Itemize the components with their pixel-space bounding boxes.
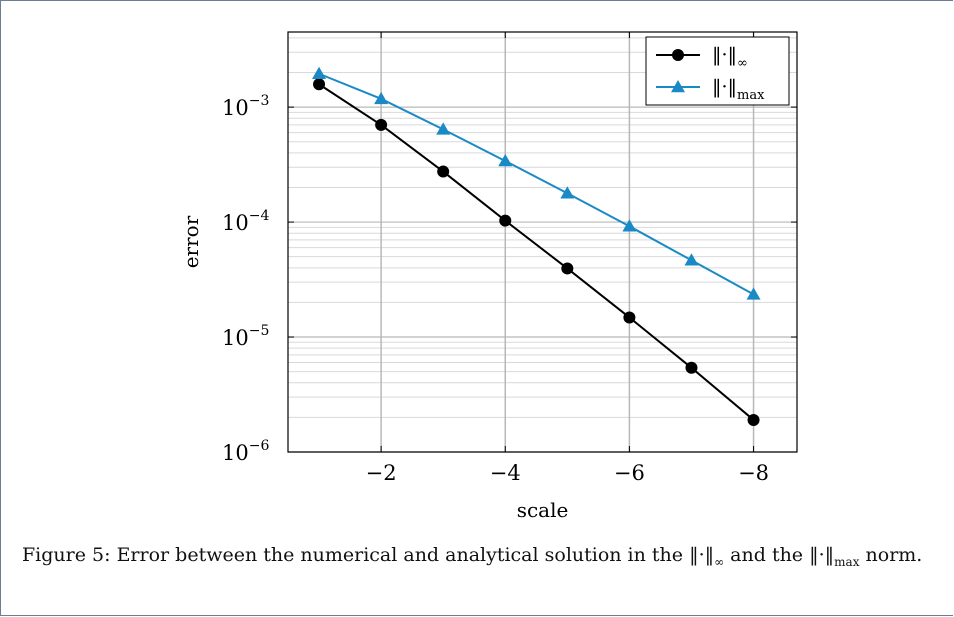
legend-entry: ‖·‖max <box>712 76 765 103</box>
legend-marker <box>671 80 685 93</box>
data-point-max <box>560 186 575 199</box>
data-point-inf <box>747 413 760 426</box>
caption-text-before: Error between the numerical and analytic… <box>116 544 684 566</box>
series-line-max <box>318 72 755 296</box>
data-point-max <box>312 66 327 80</box>
data-point-max <box>746 287 761 300</box>
data-point-inf <box>375 118 388 131</box>
y-tick-label: 10−3 <box>222 93 269 120</box>
caption-norm-max: ‖·‖max <box>809 544 860 569</box>
data-point-max <box>436 122 451 135</box>
y-tick-label: 10−4 <box>222 208 269 235</box>
x-tick-label: −4 <box>490 461 521 485</box>
y-axis-label: error <box>179 215 203 268</box>
data-point-max <box>622 219 637 232</box>
data-series <box>312 66 761 426</box>
caption-text-middle: and the <box>730 544 804 566</box>
x-tick-label: −2 <box>366 461 397 485</box>
legend-box <box>645 36 790 106</box>
data-point-inf <box>313 78 326 91</box>
x-tick-label: −6 <box>614 461 645 485</box>
series-line-inf <box>318 83 755 421</box>
data-point-max <box>684 253 699 266</box>
axis-labels: −2 −4 −6 −8 10−3 10−4 10−5 10−6 scale error <box>179 93 769 522</box>
axes <box>287 31 798 453</box>
figure-caption: Figure 5: Error between the numerical an… <box>22 540 947 572</box>
y-tick-label: 10−6 <box>222 438 269 465</box>
caption-label: Figure 5: <box>22 544 111 566</box>
legend-marker <box>672 49 684 61</box>
caption-text-after: norm. <box>865 544 923 566</box>
x-axis-label: scale <box>517 498 569 522</box>
plot-area-border <box>287 31 798 453</box>
data-point-inf <box>437 165 450 178</box>
legend-entry: ‖·‖∞ <box>712 44 748 71</box>
data-point-max <box>374 91 389 105</box>
caption-norm-inf: ‖·‖∞ <box>689 544 725 569</box>
y-tick-label: 10−5 <box>222 323 269 350</box>
data-point-inf <box>685 361 698 374</box>
error-chart: ‖·‖∞ ‖·‖max −2 −4 −6 −8 10−3 10−4 10−5 10−6 scale… <box>179 31 798 522</box>
data-point-inf <box>623 311 636 324</box>
data-point-max <box>498 153 513 167</box>
data-point-inf <box>561 262 574 275</box>
legend: ‖·‖∞ ‖·‖max <box>645 36 790 106</box>
x-tick-label: −8 <box>738 461 769 485</box>
data-point-inf <box>499 214 512 227</box>
grid-lines <box>288 32 797 453</box>
